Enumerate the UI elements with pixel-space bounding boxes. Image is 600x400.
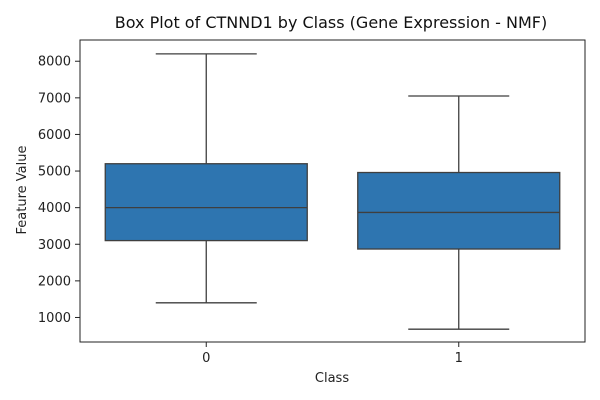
box-class-0 bbox=[104, 163, 308, 242]
plot-frame bbox=[79, 39, 586, 343]
y-axis-label: Feature Value bbox=[15, 146, 30, 235]
y-tick-label: 2000 bbox=[38, 274, 71, 289]
y-tick-label: 1000 bbox=[38, 311, 71, 326]
plot-area: 1000 2000 3000 4000 5000 6000 7000 8000 0 1 bbox=[38, 39, 586, 366]
chart-title: Box Plot of CTNND1 by Class (Gene Expres… bbox=[115, 13, 548, 32]
box-class-1 bbox=[357, 171, 561, 250]
y-tick-label: 5000 bbox=[38, 165, 71, 180]
y-tick-label: 7000 bbox=[38, 91, 71, 106]
x-tick-label: 0 bbox=[202, 351, 210, 366]
y-tick-label: 8000 bbox=[38, 55, 71, 70]
x-tick-label: 1 bbox=[455, 351, 463, 366]
y-tick-label: 6000 bbox=[38, 128, 71, 143]
x-axis-label: Class bbox=[315, 371, 349, 386]
y-tick-label: 3000 bbox=[38, 238, 71, 253]
y-tick-label: 4000 bbox=[38, 201, 71, 216]
